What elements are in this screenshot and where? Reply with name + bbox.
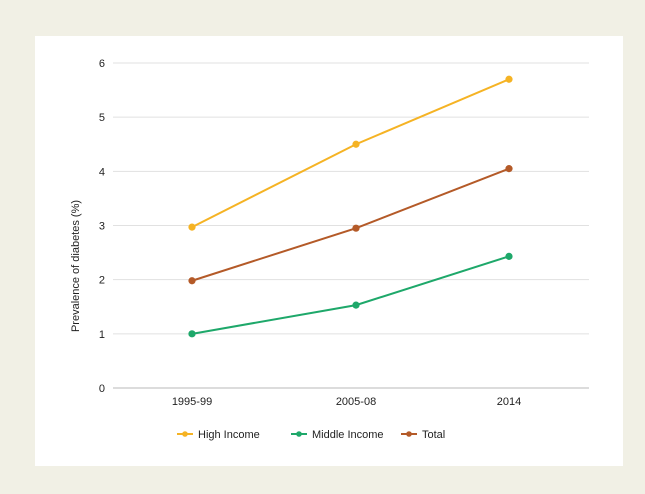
series: [188, 165, 513, 285]
data-point: [188, 277, 196, 285]
legend-label: High Income: [198, 429, 260, 441]
data-point: [505, 75, 513, 83]
data-point: [352, 140, 360, 148]
series: [188, 75, 513, 231]
line-chart: 0 1 2 3 4 5 6 1995-99 2005-08 2014 Prevalence of…: [70, 58, 589, 441]
y-tick-label: 4: [99, 166, 105, 178]
data-point: [188, 330, 196, 338]
legend-marker: [296, 431, 302, 437]
legend-item: Middle Income: [291, 429, 384, 441]
legend: High Income Middle Income Total: [177, 429, 445, 441]
x-axis-ticks: 1995-99 2005-08 2014: [172, 396, 521, 408]
series-line: [191, 167, 510, 282]
y-tick-label: 1: [99, 329, 105, 341]
legend-marker: [182, 431, 188, 437]
gridlines: [113, 62, 589, 389]
y-tick-label: 5: [99, 112, 105, 124]
data-point: [352, 224, 360, 232]
series-line: [191, 78, 510, 229]
y-axis-ticks: 0 1 2 3 4 5 6: [99, 58, 105, 395]
y-tick-label: 0: [99, 383, 105, 395]
data-point: [505, 252, 513, 260]
chart-panel: 0 1 2 3 4 5 6 1995-99 2005-08 2014 Prevalence of…: [35, 36, 623, 466]
legend-item: High Income: [177, 429, 260, 441]
legend-label: Middle Income: [312, 429, 384, 441]
x-tick-label: 1995-99: [172, 396, 212, 408]
data-point: [352, 301, 360, 309]
series-lines: [188, 75, 513, 338]
series-line: [191, 255, 510, 335]
y-tick-label: 6: [99, 58, 105, 70]
legend-marker: [406, 431, 412, 437]
y-tick-label: 3: [99, 221, 105, 233]
data-point: [505, 165, 513, 173]
legend-label: Total: [422, 429, 445, 441]
y-tick-label: 2: [99, 275, 105, 287]
data-point: [188, 223, 196, 231]
x-tick-label: 2005-08: [336, 396, 376, 408]
series: [188, 252, 513, 338]
legend-item: Total: [401, 429, 445, 441]
y-axis-label: Prevalence of diabetes (%): [70, 200, 82, 332]
x-tick-label: 2014: [497, 396, 521, 408]
